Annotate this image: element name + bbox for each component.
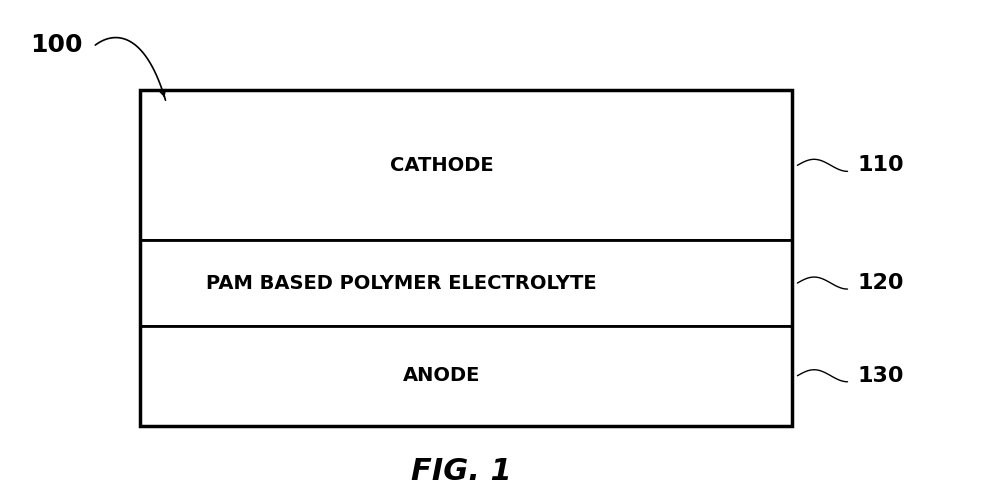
Text: 120: 120 (857, 273, 903, 293)
Bar (140, 326, 792, 426)
Text: CATHODE: CATHODE (389, 156, 493, 175)
Text: 100: 100 (30, 33, 82, 57)
Text: FIG. 1: FIG. 1 (411, 457, 511, 486)
Text: PAM BASED POLYMER ELECTROLYTE: PAM BASED POLYMER ELECTROLYTE (205, 274, 596, 293)
Text: 130: 130 (857, 366, 903, 386)
Bar (140, 240, 792, 326)
Bar (140, 90, 792, 426)
Bar (140, 90, 792, 240)
Text: ANODE: ANODE (402, 366, 480, 385)
Text: 110: 110 (857, 155, 903, 175)
